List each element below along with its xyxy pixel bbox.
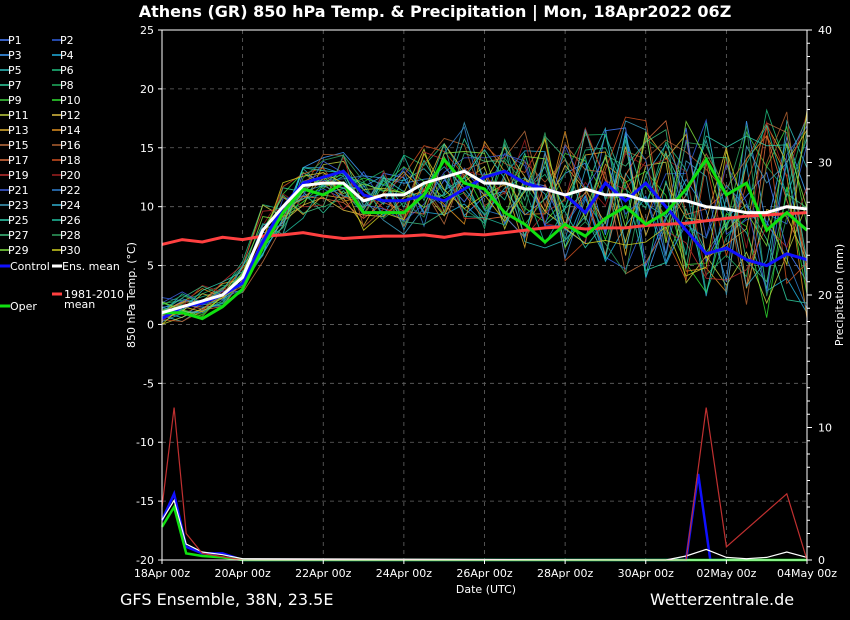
y-tick-label: -15	[136, 495, 154, 508]
legend-label-p29: P29	[8, 244, 29, 257]
chart-title: Athens (GR) 850 hPa Temp. & Precipitatio…	[139, 2, 732, 22]
legend-label-control: Control	[10, 260, 50, 273]
legend: P1 P2 P3 P4 P5 P6 P7 P8 P9 P10 P11 P12 P13 P14 P15 P16 P…	[0, 34, 124, 313]
x-tick-label: 24Apr 00z	[376, 567, 433, 580]
y-tick-label: 25	[140, 24, 154, 37]
legend-label-p4: P4	[60, 49, 74, 62]
legend-label-p23: P23	[8, 199, 29, 212]
legend-label-p12: P12	[60, 109, 81, 122]
series-line-ens-mean	[161, 169, 808, 315]
x-tick-label: 30Apr 00z	[618, 567, 675, 580]
legend-label-p20: P20	[60, 169, 81, 182]
legend-label-p28: P28	[60, 229, 81, 242]
axes: 25 20 15 10 5 0 -5 -10 -15 -20 40 30 20 10 0 18Apr 00z 2…	[125, 24, 846, 596]
legend-label-p7: P7	[8, 79, 22, 92]
legend-label-p27: P27	[8, 229, 29, 242]
y2-tick-label: 30	[818, 157, 832, 170]
legend-label-p22: P22	[60, 184, 81, 197]
source-label: Wetterzentrale.de	[650, 590, 795, 609]
legend-label-p2: P2	[60, 34, 74, 47]
legend-label-p24: P24	[60, 199, 81, 212]
legend-label-p5: P5	[8, 64, 22, 77]
y-tick-label: -5	[143, 377, 154, 390]
member-line-p9	[161, 125, 808, 311]
legend-label-p9: P9	[8, 94, 22, 107]
legend-label-p19: P19	[8, 169, 29, 182]
y-tick-label: 15	[140, 142, 154, 155]
x-tick-label: 26Apr 00z	[456, 567, 513, 580]
member-line-p6	[161, 108, 808, 320]
y-tick-label: 5	[147, 260, 154, 273]
x-tick-label: 28Apr 00z	[537, 567, 594, 580]
legend-label-climate-mean-2: mean	[64, 298, 95, 311]
legend-label-p8: P8	[60, 79, 74, 92]
legend-label-p1: P1	[8, 34, 22, 47]
legend-label-p15: P15	[8, 139, 29, 152]
y2-tick-label: 10	[818, 422, 832, 435]
series-line-oper	[162, 156, 808, 321]
x-tick-label: 18Apr 00z	[134, 567, 191, 580]
model-label: GFS Ensemble, 38N, 23.5E	[120, 590, 334, 609]
y-tick-label: 10	[140, 201, 154, 214]
legend-label-oper: Oper	[10, 300, 37, 313]
precip-line-control	[160, 473, 727, 562]
y-tick-label: 20	[140, 83, 154, 96]
legend-label-p11: P11	[8, 109, 29, 122]
series-line-control	[161, 169, 808, 320]
y2-tick-label: 40	[818, 24, 832, 37]
legend-label-p26: P26	[60, 214, 81, 227]
y2-axis-label: Precipitation (mm)	[833, 244, 846, 346]
legend-label-p6: P6	[60, 64, 74, 77]
member-line-p25	[161, 134, 808, 316]
member-line-p29	[161, 120, 808, 317]
legend-label-climate-mean: 1981-2010	[64, 288, 124, 301]
legend-label-p21: P21	[8, 184, 29, 197]
legend-label-p14: P14	[60, 124, 81, 137]
legend-label-p30: P30	[60, 244, 81, 257]
y-tick-label: -20	[136, 554, 154, 567]
x-tick-label: 02May 00z	[696, 567, 756, 580]
legend-label-p17: P17	[8, 154, 29, 167]
highlighted-series-lines	[161, 156, 808, 321]
legend-label-p3: P3	[8, 49, 22, 62]
legend-label-p13: P13	[8, 124, 29, 137]
y-tick-label: -10	[136, 436, 154, 449]
grid-lines	[162, 30, 807, 560]
legend-label-ens-mean: Ens. mean	[62, 260, 120, 273]
y2-tick-label: 0	[818, 554, 825, 567]
legend-label-p25: P25	[8, 214, 29, 227]
y-axis-label: 850 hPa Temp. (°C)	[125, 242, 138, 348]
legend-label-p18: P18	[60, 154, 81, 167]
x-axis-label: Date (UTC)	[456, 583, 516, 596]
y-tick-label: 0	[147, 318, 154, 331]
legend-label-p16: P16	[60, 139, 81, 152]
legend-label-p10: P10	[60, 94, 81, 107]
y2-tick-label: 20	[818, 289, 832, 302]
x-tick-label: 04May 00z	[777, 567, 837, 580]
ensemble-member-lines	[161, 108, 808, 325]
x-tick-label: 20Apr 00z	[214, 567, 271, 580]
member-line-p11	[161, 130, 808, 325]
x-tick-label: 22Apr 00z	[295, 567, 352, 580]
